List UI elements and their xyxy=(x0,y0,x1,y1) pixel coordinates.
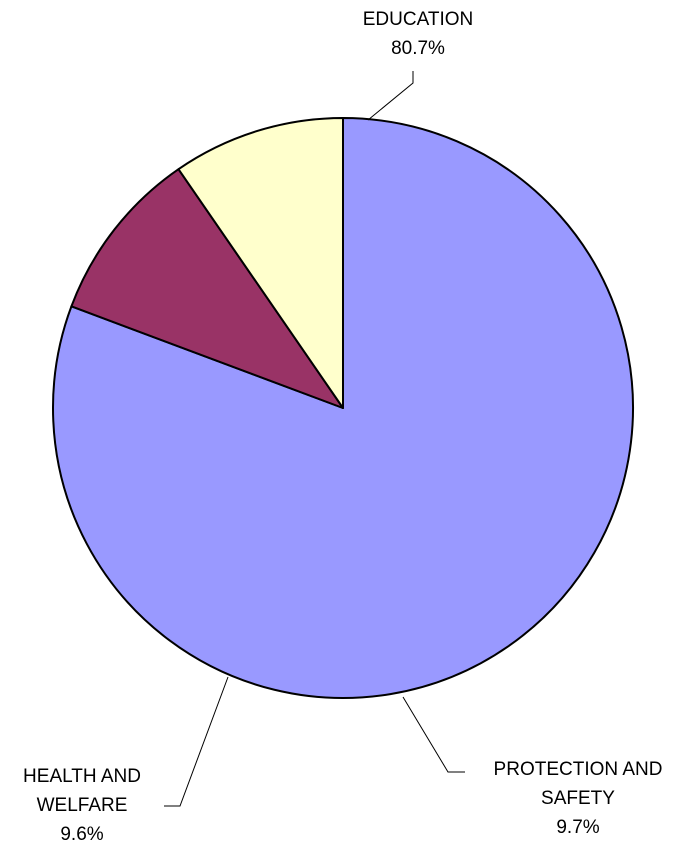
leader-line-education xyxy=(367,71,414,121)
slice-value-label: 9.7% xyxy=(556,817,599,838)
slice-value-label: 80.7% xyxy=(391,38,445,59)
leader-line-protection-and-safety xyxy=(402,696,465,773)
slice-category-label: EDUCATION xyxy=(363,9,473,30)
slice-label-education: EDUCATION 80.7% xyxy=(363,9,473,59)
slice-label-health-and-welfare: HEALTH AND WELFARE 9.6% xyxy=(23,766,141,845)
pie-slice-health-and-welfare xyxy=(177,117,344,409)
slice-category-label: HEALTH AND xyxy=(23,766,141,787)
pie-slices xyxy=(52,117,634,699)
slice-labels: EDUCATION 80.7% PROTECTION AND SAFETY 9.7% HE… xyxy=(23,9,662,845)
slice-category-label: SAFETY xyxy=(541,788,615,809)
slice-value-label: 9.6% xyxy=(60,824,103,845)
leader-lines xyxy=(164,71,465,807)
slice-category-label: WELFARE xyxy=(37,795,128,816)
pie-slice-protection-and-safety xyxy=(70,168,344,409)
slice-category-label: PROTECTION AND xyxy=(494,759,663,780)
slice-label-protection-and-safety: PROTECTION AND SAFETY 9.7% xyxy=(494,759,663,838)
leader-line-health-and-welfare xyxy=(164,676,229,807)
